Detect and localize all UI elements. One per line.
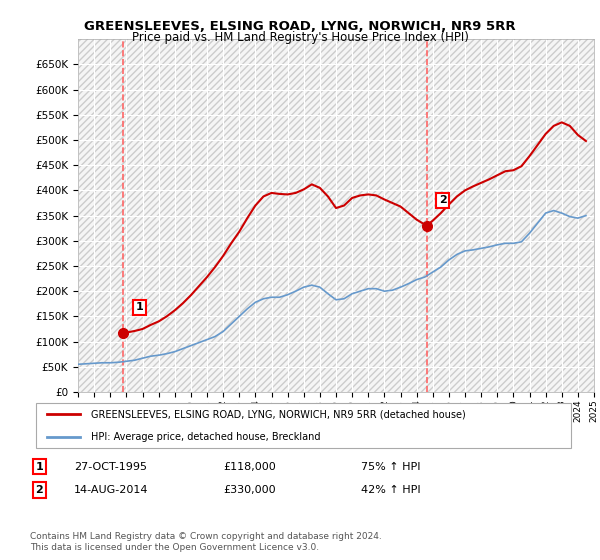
- Text: GREENSLEEVES, ELSING ROAD, LYNG, NORWICH, NR9 5RR: GREENSLEEVES, ELSING ROAD, LYNG, NORWICH…: [84, 20, 516, 32]
- Text: £118,000: £118,000: [223, 461, 276, 472]
- Text: Price paid vs. HM Land Registry's House Price Index (HPI): Price paid vs. HM Land Registry's House …: [131, 31, 469, 44]
- Text: 2: 2: [439, 195, 446, 206]
- FancyBboxPatch shape: [35, 403, 571, 448]
- Text: HPI: Average price, detached house, Breckland: HPI: Average price, detached house, Brec…: [91, 432, 320, 442]
- Text: 1: 1: [35, 461, 43, 472]
- Text: GREENSLEEVES, ELSING ROAD, LYNG, NORWICH, NR9 5RR (detached house): GREENSLEEVES, ELSING ROAD, LYNG, NORWICH…: [91, 409, 466, 419]
- Text: 2: 2: [35, 485, 43, 495]
- Text: 27-OCT-1995: 27-OCT-1995: [74, 461, 147, 472]
- Text: 42% ↑ HPI: 42% ↑ HPI: [361, 485, 421, 495]
- Text: 1: 1: [136, 302, 143, 312]
- Text: 14-AUG-2014: 14-AUG-2014: [74, 485, 149, 495]
- Text: 75% ↑ HPI: 75% ↑ HPI: [361, 461, 421, 472]
- Text: Contains HM Land Registry data © Crown copyright and database right 2024.
This d: Contains HM Land Registry data © Crown c…: [30, 532, 382, 552]
- Text: £330,000: £330,000: [223, 485, 276, 495]
